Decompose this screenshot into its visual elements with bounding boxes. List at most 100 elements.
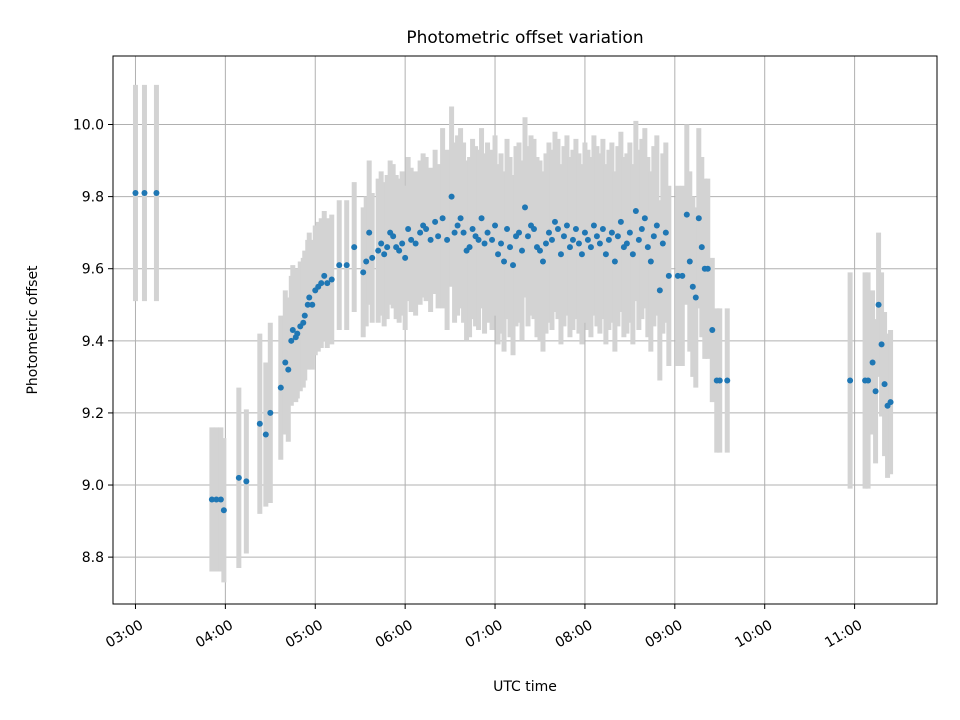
data-point [683, 211, 690, 218]
data-point [213, 496, 220, 503]
data-point [484, 229, 491, 236]
data-point [402, 254, 409, 261]
y-tick-label: 10.0 [73, 118, 104, 134]
x-tick-label: 05:00 [283, 617, 326, 651]
data-point [475, 236, 482, 243]
data-point [516, 229, 523, 236]
data-point [294, 330, 301, 337]
data-point [679, 272, 686, 279]
data-point [626, 229, 633, 236]
data-point [324, 280, 331, 287]
data-point [504, 226, 511, 233]
data-point [551, 218, 558, 225]
data-point [887, 399, 894, 406]
data-point [578, 251, 585, 258]
data-point [132, 190, 139, 196]
data-point [381, 251, 388, 258]
data-point [412, 240, 419, 247]
data-point [363, 258, 370, 265]
data-point [522, 204, 528, 211]
data-point [321, 272, 328, 279]
data-point [605, 236, 612, 243]
data-point [262, 431, 269, 438]
data-point [243, 478, 250, 485]
data-point [614, 233, 621, 240]
data-point [304, 301, 311, 308]
data-point [267, 409, 274, 416]
data-point [489, 236, 496, 243]
y-tick-label: 9.6 [82, 262, 104, 278]
data-point [405, 226, 412, 233]
data-point [847, 377, 854, 384]
data-point [208, 496, 215, 503]
data-point [593, 233, 600, 240]
data-point [378, 240, 385, 247]
y-tick-label: 8.8 [82, 550, 104, 566]
data-point [869, 359, 876, 366]
data-point [408, 236, 415, 243]
x-tick-label: 08:00 [553, 617, 596, 651]
y-tick-label: 9.2 [82, 406, 104, 422]
data-point [641, 215, 648, 222]
y-axis-label: Photometric offset [25, 265, 41, 395]
data-point [644, 244, 651, 251]
data-point [396, 247, 403, 254]
data-point [569, 236, 576, 243]
data-point [865, 377, 872, 384]
data-point [557, 251, 564, 258]
data-point [478, 215, 485, 222]
data-point [530, 226, 537, 233]
y-tick-label: 9.8 [82, 190, 104, 206]
x-tick-label: 07:00 [463, 617, 506, 651]
data-point [360, 269, 367, 276]
data-point [635, 236, 642, 243]
data-point [709, 327, 716, 333]
error-bars [132, 84, 894, 583]
data-point [704, 265, 711, 272]
data-point [507, 244, 514, 251]
data-point [256, 420, 263, 427]
data-point [285, 366, 292, 373]
data-point [501, 258, 508, 265]
data-point [432, 218, 439, 225]
plot-frame [112, 55, 938, 605]
data-point [300, 319, 307, 326]
data-point [399, 240, 406, 247]
data-point [351, 244, 358, 251]
data-point [466, 244, 473, 251]
data-point [632, 208, 639, 215]
data-point [510, 262, 517, 269]
data-point [328, 276, 335, 283]
data-point [141, 190, 148, 196]
data-point [427, 236, 434, 243]
data-point [309, 301, 316, 308]
data-point [608, 229, 615, 236]
data-point [695, 215, 702, 222]
data-point [581, 229, 588, 236]
data-point [724, 377, 731, 384]
data-point [554, 226, 561, 233]
data-point [536, 247, 543, 254]
data-point [444, 236, 451, 243]
data-point [572, 226, 579, 233]
data-point [318, 280, 325, 287]
data-point [686, 258, 693, 265]
data-point [716, 377, 723, 384]
y-axis-ticks: 8.8 9.0 9.2 9.4 9.6 9.8 10.0 [73, 118, 113, 566]
data-point [872, 388, 879, 395]
data-point [611, 258, 618, 265]
data-point [653, 222, 660, 229]
data-point [602, 251, 609, 258]
data-point [390, 233, 397, 240]
data-point [563, 222, 570, 229]
data-point [301, 312, 308, 319]
data-point [336, 262, 343, 269]
data-point [584, 236, 591, 243]
x-tick-label: 06:00 [373, 617, 416, 651]
x-tick-label: 03:00 [103, 617, 146, 651]
data-point [235, 474, 242, 481]
data-point [875, 301, 882, 308]
data-point [384, 244, 391, 251]
data-point [599, 226, 606, 233]
